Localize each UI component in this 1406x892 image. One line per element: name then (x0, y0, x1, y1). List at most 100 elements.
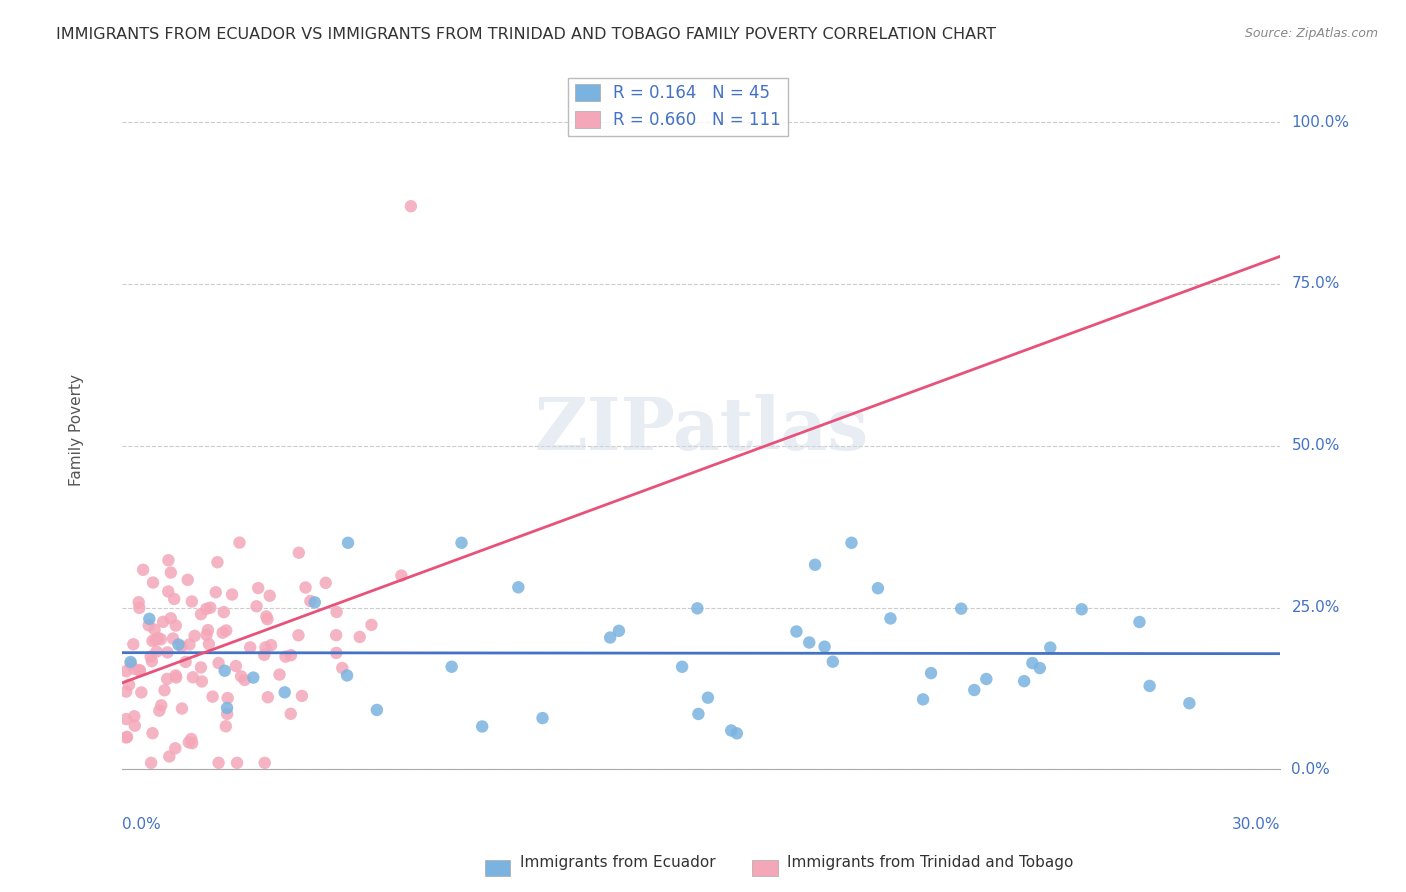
Point (725, 726, 748, 740)
Point (159, 611, 181, 625)
Point (841, 536, 863, 550)
Point (157, 749, 180, 764)
Point (228, 535, 250, 549)
Point (120, 657, 142, 672)
Point (325, 605, 347, 619)
Point (330, 661, 353, 675)
Point (720, 723, 742, 738)
Point (128, 595, 150, 609)
Text: 0.0%: 0.0% (1292, 762, 1330, 777)
Point (337, 536, 360, 550)
Point (245, 599, 267, 614)
Point (128, 664, 150, 678)
Point (170, 640, 193, 654)
Point (912, 692, 935, 706)
Point (180, 731, 202, 746)
Point (531, 711, 554, 725)
Point (813, 640, 835, 654)
Point (274, 685, 297, 699)
Point (291, 689, 314, 703)
Point (128, 600, 150, 615)
Point (325, 646, 347, 660)
Point (360, 618, 382, 632)
Point (115, 665, 138, 679)
Point (138, 612, 160, 626)
Point (180, 594, 202, 608)
Point (1128, 615, 1150, 629)
Point (170, 701, 193, 715)
Point (207, 656, 229, 670)
Point (122, 637, 145, 651)
Point (162, 632, 184, 646)
Point (260, 638, 283, 652)
Point (804, 558, 827, 572)
Point (128, 663, 150, 677)
Point (294, 581, 316, 595)
Point (607, 624, 630, 638)
Point (204, 585, 226, 599)
Point (233, 673, 256, 687)
Point (366, 703, 388, 717)
Point (132, 563, 155, 577)
Legend: R = 0.164   N = 45, R = 0.660   N = 111: R = 0.164 N = 45, R = 0.660 N = 111 (568, 78, 787, 136)
Point (118, 678, 141, 692)
Point (115, 712, 138, 726)
Point (508, 580, 530, 594)
Point (141, 654, 163, 668)
Point (785, 624, 807, 639)
Text: IMMIGRANTS FROM ECUADOR VS IMMIGRANTS FROM TRINIDAD AND TOBAGO FAMILY POVERTY CO: IMMIGRANTS FROM ECUADOR VS IMMIGRANTS FR… (56, 27, 997, 42)
Point (304, 595, 326, 609)
Point (1021, 656, 1043, 670)
Point (450, 536, 472, 550)
Point (799, 635, 821, 649)
Point (217, 706, 239, 721)
Point (229, 669, 252, 683)
Point (138, 618, 160, 632)
Point (207, 756, 229, 770)
Point (167, 638, 190, 652)
Point (920, 666, 942, 681)
Text: Family Poverty: Family Poverty (69, 374, 83, 485)
Point (1039, 640, 1062, 655)
Point (165, 741, 187, 756)
Point (177, 573, 200, 587)
Point (165, 668, 187, 682)
Point (226, 756, 249, 770)
Text: Source: ZipAtlas.com: Source: ZipAtlas.com (1244, 27, 1378, 40)
Point (349, 630, 371, 644)
Point (471, 719, 494, 733)
Point (599, 631, 621, 645)
Point (221, 587, 243, 601)
Point (821, 655, 844, 669)
Point (141, 634, 163, 648)
Point (215, 624, 238, 638)
Point (142, 575, 165, 590)
Point (239, 640, 262, 655)
Point (1178, 696, 1201, 710)
Point (148, 704, 170, 718)
Point (256, 690, 278, 705)
Point (177, 735, 200, 749)
Point (280, 706, 302, 721)
Point (181, 670, 204, 684)
Point (325, 628, 347, 642)
Point (165, 671, 187, 685)
Point (225, 659, 247, 673)
Point (1029, 661, 1052, 675)
Point (253, 756, 276, 770)
Point (145, 645, 167, 659)
Point (315, 575, 337, 590)
Text: 50.0%: 50.0% (1292, 438, 1340, 453)
Point (120, 655, 142, 669)
Point (198, 637, 221, 651)
Point (280, 648, 302, 663)
Point (115, 731, 138, 745)
Point (139, 649, 162, 664)
Point (143, 623, 166, 637)
Point (288, 546, 311, 560)
Point (963, 683, 986, 698)
Point (215, 719, 238, 733)
Point (254, 640, 277, 655)
Point (145, 632, 167, 647)
Point (254, 609, 277, 624)
